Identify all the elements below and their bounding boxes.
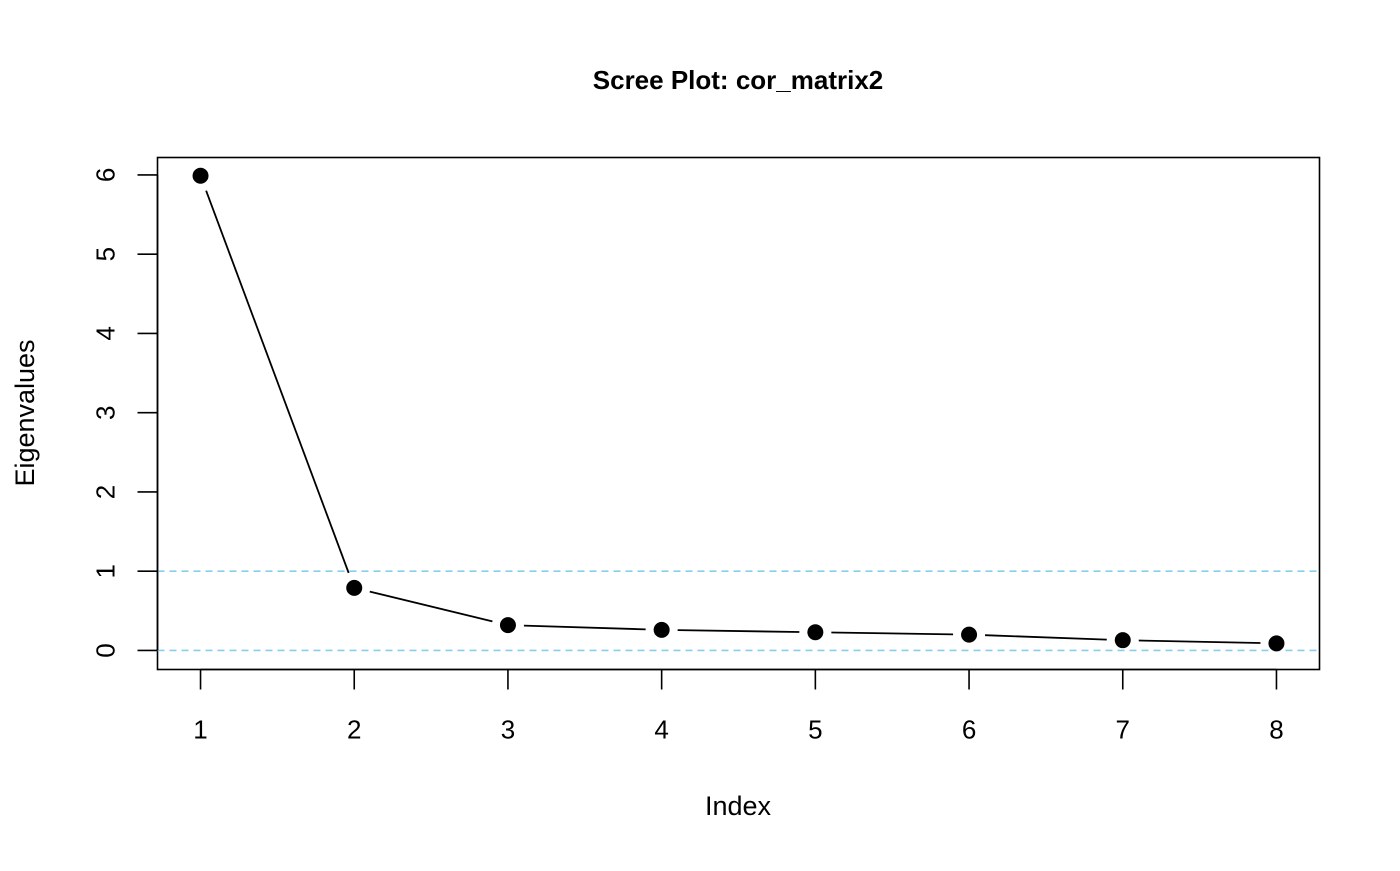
data-point — [499, 617, 516, 634]
reference-lines — [157, 570, 1320, 652]
x-tick-label: 2 — [347, 715, 361, 745]
data-point — [192, 167, 209, 184]
x-tick-label: 5 — [808, 715, 822, 745]
y-tick-label: 3 — [90, 405, 120, 419]
series-segment — [831, 631, 954, 636]
data-point — [961, 626, 978, 643]
x-tick-label: 6 — [962, 715, 976, 745]
x-tick-label: 3 — [501, 715, 515, 745]
data-point — [653, 621, 670, 638]
series-segment — [1138, 639, 1261, 644]
x-tick-label: 1 — [193, 715, 207, 745]
x-axis: 1 2 3 4 5 6 7 8 — [193, 668, 1284, 745]
y-tick-label: 4 — [90, 326, 120, 340]
series-segment — [369, 590, 493, 623]
x-axis-label: Index — [705, 791, 772, 821]
data-point — [1268, 635, 1285, 652]
y-axis-label: Eigenvalues — [10, 339, 40, 486]
y-tick-label: 0 — [90, 643, 120, 657]
data-point — [807, 624, 824, 641]
series-layer — [192, 167, 1285, 652]
data-point — [346, 579, 363, 596]
series-segment — [205, 190, 350, 574]
y-axis: 0 1 2 3 4 5 6 — [90, 168, 159, 658]
x-tick-label: 4 — [654, 715, 668, 745]
y-tick-label: 2 — [90, 485, 120, 499]
chart-title: Scree Plot: cor_matrix2 — [593, 65, 883, 95]
plot-frame — [156, 156, 1321, 671]
series-segment — [985, 634, 1107, 641]
series-segment — [523, 624, 646, 631]
series-segment — [677, 629, 800, 633]
y-tick-label: 1 — [90, 564, 120, 578]
x-tick-label: 7 — [1116, 715, 1130, 745]
y-tick-label: 5 — [90, 247, 120, 261]
x-tick-label: 8 — [1269, 715, 1283, 745]
data-point — [1114, 632, 1131, 649]
y-tick-label: 6 — [90, 168, 120, 182]
